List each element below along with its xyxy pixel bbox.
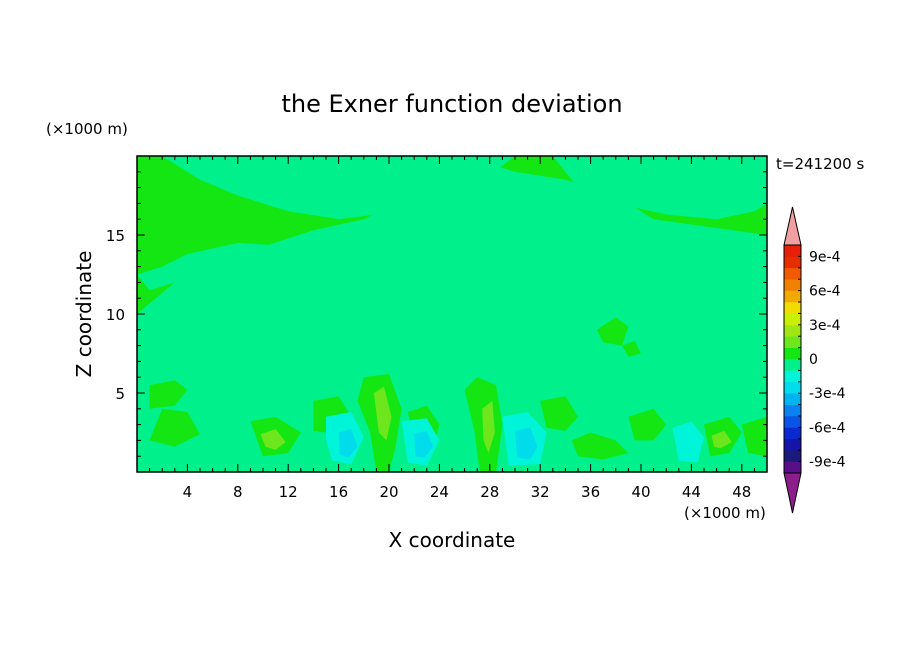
colorbar-band — [784, 461, 801, 474]
colorbar-band — [784, 416, 801, 428]
contour-region-1 — [162, 156, 515, 220]
colorbar-tick-label: -3e-4 — [809, 386, 846, 402]
contour-region-21 — [482, 400, 495, 453]
colorbar-over-arrow — [783, 206, 802, 246]
x-tick-label: 40 — [631, 483, 650, 501]
contour-region-9 — [149, 408, 200, 447]
colorbar-band — [784, 290, 801, 303]
chart-title: the Exner function deviation — [281, 90, 622, 118]
colorbar-band — [784, 359, 801, 371]
colorbar-band — [784, 381, 801, 394]
contour-region-30 — [515, 427, 538, 460]
x-unit-label: (×1000 m) — [684, 504, 766, 522]
colorbar-under-arrow — [783, 472, 802, 514]
colorbar-tick-label: 9e-4 — [809, 249, 841, 265]
x-tick-label: 28 — [480, 483, 499, 501]
colorbar-band — [784, 404, 801, 417]
colorbar-band — [784, 313, 801, 326]
contour-region-7 — [137, 358, 767, 472]
x-tick-label: 44 — [682, 483, 701, 501]
z-tick-label: 15 — [106, 227, 125, 245]
colorbar-band — [784, 393, 801, 405]
colorbar-band — [784, 347, 801, 360]
contour-region-28 — [338, 429, 358, 458]
contour-region-31 — [596, 317, 629, 346]
x-tick-label: 48 — [732, 483, 751, 501]
z-tick-label: 10 — [106, 306, 125, 324]
x-tick-label: 20 — [379, 483, 398, 501]
contour-region-29 — [414, 430, 434, 458]
z-unit-label: (×1000 m) — [46, 120, 128, 138]
colorbar-band — [784, 427, 801, 440]
z-tick-label: 5 — [115, 385, 125, 403]
contour-region-2 — [552, 156, 767, 220]
contour-region-23 — [711, 430, 732, 449]
contour-region-4 — [439, 206, 604, 226]
colorbar: 9e-4 6e-4 3e-4 0 -3e-4 -6e-4 -9e-4 — [783, 206, 846, 514]
colorbar-tick-label: 0 — [809, 352, 818, 368]
contour-region-15 — [540, 396, 578, 431]
contour-region-6 — [363, 321, 503, 354]
contour-region-8 — [149, 380, 188, 409]
x-axis-ticks: 4 8 12 16 20 24 28 32 36 40 44 48 — [149, 156, 755, 501]
colorbar-band — [784, 450, 801, 462]
plot-area — [137, 156, 767, 472]
contour-region-5 — [603, 269, 767, 330]
contour-region-3 — [137, 222, 616, 291]
x-axis-label: X coordinate — [389, 528, 516, 552]
colorbar-tick-label: 6e-4 — [809, 284, 841, 300]
contour-region-19 — [741, 416, 767, 457]
contour-region-20 — [373, 386, 392, 441]
x-tick-label: 24 — [430, 483, 449, 501]
colorbar-band — [784, 336, 801, 348]
colorbar-tick-label: -9e-4 — [809, 455, 846, 471]
colorbar-band — [784, 256, 801, 269]
contour-region-32 — [622, 340, 641, 357]
x-tick-label: 36 — [581, 483, 600, 501]
time-label: t=241200 s — [776, 155, 864, 173]
colorbar-tick-label: 3e-4 — [809, 318, 841, 334]
x-tick-label: 8 — [233, 483, 243, 501]
colorbar-band — [784, 370, 801, 383]
x-tick-label: 4 — [183, 483, 193, 501]
x-tick-label: 32 — [531, 483, 550, 501]
contour-region-16 — [571, 432, 629, 460]
y-axis-label: Z coordinate — [72, 251, 96, 378]
colorbar-band — [784, 267, 801, 280]
colorbar-band — [784, 324, 801, 337]
colorbar-band — [784, 245, 801, 257]
colorbar-tick-label: -6e-4 — [809, 420, 846, 436]
z-axis-ticks: 5 10 15 — [106, 171, 767, 457]
x-tick-label: 12 — [279, 483, 298, 501]
colorbar-band — [784, 302, 801, 314]
contour-region-22 — [260, 429, 286, 450]
colorbar-band — [784, 438, 801, 451]
colorbar-band — [784, 279, 801, 291]
contour-region-27 — [672, 421, 704, 463]
x-tick-label: 16 — [329, 483, 348, 501]
contour-region-17 — [628, 408, 667, 441]
